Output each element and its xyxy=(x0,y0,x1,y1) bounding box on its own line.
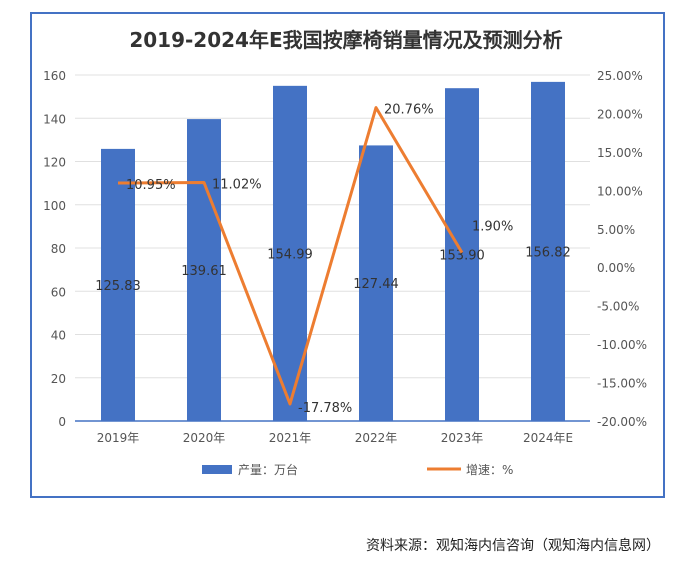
left-tick-label: 40 xyxy=(51,329,66,343)
x-tick-label: 2020年 xyxy=(183,431,226,445)
chart-title: 2019-2024年E我国按摩椅销量情况及预测分析 xyxy=(129,28,562,52)
bar-data-label: 153.90 xyxy=(439,249,485,264)
right-tick-label: 25.00% xyxy=(597,69,643,83)
source-note: 资料来源：观知海内信咨询（观知海内信息网） xyxy=(366,538,660,554)
right-tick-label: 20.00% xyxy=(597,107,643,121)
left-tick-label: 100 xyxy=(43,199,66,213)
right-tick-label: 5.00% xyxy=(597,223,635,237)
line-data-label: 1.90% xyxy=(472,220,513,235)
right-tick-label: -5.00% xyxy=(597,300,639,314)
x-tick-label: 2024年E xyxy=(523,431,573,445)
bar-data-label: 125.83 xyxy=(95,279,141,294)
x-tick-label: 2019年 xyxy=(97,431,140,445)
bar xyxy=(101,148,135,421)
x-tick-label: 2023年 xyxy=(441,431,484,445)
right-tick-label: 15.00% xyxy=(597,146,643,160)
line-data-label: 11.02% xyxy=(212,177,262,192)
left-tick-label: 60 xyxy=(51,285,66,299)
chart-frame xyxy=(30,12,665,498)
bar-data-label: 139.61 xyxy=(181,264,227,279)
left-tick-label: 160 xyxy=(43,69,66,83)
x-tick-label: 2022年 xyxy=(355,431,398,445)
bar-data-label: 127.44 xyxy=(353,277,399,292)
left-tick-label: 20 xyxy=(51,372,66,386)
legend-bar-label: 产量：万台 xyxy=(238,462,298,477)
left-tick-label: 120 xyxy=(43,156,66,170)
line-data-label: 10.95% xyxy=(126,178,176,193)
left-tick-label: 80 xyxy=(51,242,66,256)
bar xyxy=(531,81,565,422)
bar xyxy=(445,88,479,421)
legend-line-label: 增速：% xyxy=(466,463,513,477)
right-tick-label: -20.00% xyxy=(597,415,647,429)
line-data-label: -17.78% xyxy=(298,401,352,416)
x-tick-label: 2021年 xyxy=(269,431,312,445)
right-tick-label: -10.00% xyxy=(597,338,647,352)
bar-data-label: 156.82 xyxy=(525,245,571,260)
bar xyxy=(359,145,393,421)
left-tick-label: 0 xyxy=(58,415,66,429)
right-tick-label: 10.00% xyxy=(597,184,643,198)
left-tick-label: 140 xyxy=(43,112,66,126)
bar xyxy=(187,119,221,421)
growth-line xyxy=(117,106,464,406)
line-data-label: 20.76% xyxy=(384,103,434,118)
right-tick-label: 0.00% xyxy=(597,261,635,275)
right-tick-label: -15.00% xyxy=(597,377,647,391)
bar-data-label: 154.99 xyxy=(267,247,313,262)
legend-bar-swatch xyxy=(202,465,232,474)
